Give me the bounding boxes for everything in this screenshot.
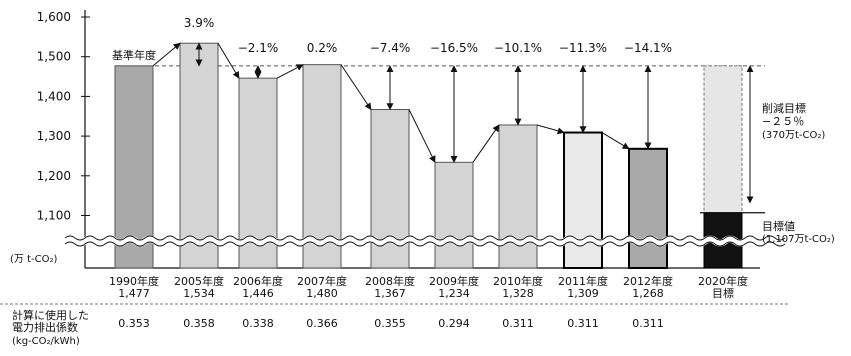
value-label: 1,367 [374, 287, 406, 300]
y-tick-label: 1,500 [37, 50, 71, 64]
value-label: 1,309 [567, 287, 599, 300]
value-label: 1,446 [242, 287, 274, 300]
trend-arrow [152, 42, 181, 67]
factor-row-label: 電力排出係数 [12, 320, 78, 334]
category-label: 2005年度 [174, 274, 224, 288]
bar [434, 161, 474, 269]
factor-value: 0.311 [502, 317, 534, 330]
category-label: 2012年度 [623, 274, 673, 288]
trend-arrow [601, 132, 630, 150]
change-label: −7.4% [370, 41, 411, 55]
factor-value: 0.366 [306, 317, 338, 330]
change-label: −16.5% [430, 41, 478, 55]
y-tick-label: 1,300 [37, 129, 71, 143]
unit-label: (万 t-CO₂) [10, 254, 57, 265]
category-label: 2011年度 [558, 274, 608, 288]
value-label: 1,234 [438, 287, 470, 300]
category-label: 2006年度 [233, 274, 283, 288]
reduction-title: 削減目標 [762, 101, 806, 115]
factor-value: 0.338 [242, 317, 274, 330]
change-label: −11.3% [559, 41, 607, 55]
trend-arrow [472, 124, 500, 163]
factor-value: 0.311 [632, 317, 664, 330]
trend-arrow [217, 42, 240, 79]
factor-value: 0.353 [118, 317, 150, 330]
bar [179, 42, 219, 269]
y-tick-label: 1,400 [37, 89, 71, 103]
change-label: 0.2% [307, 41, 338, 55]
reduction-pct: −２５％ [762, 115, 804, 128]
baseline-label: 基準年度 [112, 48, 156, 62]
target-amount: (1,107万t-CO₂) [762, 234, 835, 245]
value-label: 1,534 [183, 287, 215, 300]
trend-arrow [536, 124, 565, 135]
bar [563, 131, 603, 269]
axis-break-gap [62, 235, 788, 247]
y-tick-label: 1,200 [37, 169, 71, 183]
factor-value: 0.294 [438, 317, 470, 330]
factor-value: 0.355 [374, 317, 406, 330]
factor-value: 0.311 [567, 317, 599, 330]
change-label: −14.1% [624, 41, 672, 55]
y-tick-label: 1,600 [37, 10, 71, 24]
bar [114, 65, 154, 269]
bar [628, 147, 668, 269]
target-title: 目標値 [762, 219, 795, 233]
category-label: 2020年度 [698, 274, 748, 288]
value-label: 目標 [712, 286, 734, 300]
reduction-amount: (370万t-CO₂) [762, 130, 825, 141]
change-label: −2.1% [238, 41, 279, 55]
trend-arrow [340, 64, 372, 111]
category-label: 1990年度 [109, 274, 159, 288]
trend-arrow [408, 109, 436, 163]
bar-reduction-region [703, 65, 743, 214]
axis-break-line [64, 235, 786, 241]
value-label: 1,328 [502, 287, 534, 300]
category-label: 2010年度 [493, 274, 543, 288]
value-label: 1,477 [118, 287, 150, 300]
category-label: 2008年度 [365, 274, 415, 288]
bar [302, 64, 342, 269]
change-label: 3.9% [184, 16, 215, 30]
factor-value: 0.358 [183, 317, 215, 330]
y-tick-label: 1,100 [37, 209, 71, 223]
axis-break-line [64, 241, 786, 247]
category-label: 2007年度 [297, 274, 347, 288]
change-label: −10.1% [494, 41, 542, 55]
bar [498, 124, 538, 269]
value-label: 1,268 [632, 287, 664, 300]
factor-row-label: (kg-CO₂/kWh) [12, 336, 80, 347]
factor-row-label: 計算に使用した [12, 308, 89, 322]
value-label: 1,480 [306, 287, 338, 300]
category-label: 2009年度 [429, 274, 479, 288]
trend-arrow [276, 64, 304, 79]
